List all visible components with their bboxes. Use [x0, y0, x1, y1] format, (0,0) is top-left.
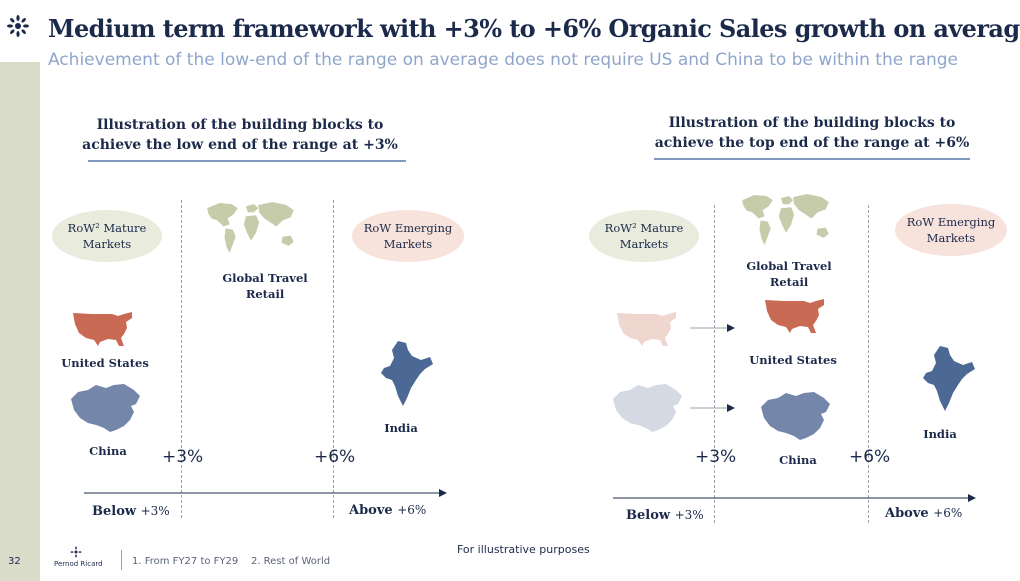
india-map-icon [920, 345, 976, 413]
arrow-right-icon [690, 404, 735, 412]
right-divider-3pct [714, 205, 715, 523]
footnotes: 1. From FY27 to FY29 2. Rest of World [132, 556, 331, 567]
left-india-label: India [384, 421, 418, 435]
right-united-states-label: United States [749, 353, 837, 367]
right-global-travel-retail-label: Global Travel Retail [746, 259, 832, 289]
left-marker-3pct: +3% [162, 447, 204, 467]
left-united-states-label: United States [61, 356, 149, 370]
right-india-label: India [923, 427, 957, 441]
right-panel-title-line2: achieve the top end of the range at +6% [654, 135, 970, 151]
right-china-label: China [779, 453, 817, 467]
footer-logo-text: Pernod Ricard [54, 560, 103, 568]
page-title: Medium term framework with +3% to +6% Or… [48, 14, 1020, 43]
left-row-mature-markets: RoW² Mature Markets [52, 210, 162, 262]
china-map-icon [68, 382, 144, 434]
left-panel-title-line1: Illustration of the building blocks to [96, 117, 384, 133]
left-below-label: Below +3% [92, 504, 170, 519]
left-divider-6pct [333, 200, 334, 518]
right-title-underline [654, 158, 970, 160]
right-panel-title: Illustration of the building blocks to a… [640, 113, 984, 153]
left-china-label: China [89, 444, 127, 458]
left-above-label: Above +6% [349, 503, 427, 518]
right-row-mature-markets: RoW² Mature Markets [589, 210, 699, 262]
right-marker-6pct: +6% [849, 447, 891, 467]
left-growth-axis-arrow [84, 489, 447, 497]
sidebar-band [0, 0, 40, 581]
united-states-map-icon [764, 297, 826, 337]
left-marker-6pct: +6% [314, 447, 356, 467]
left-title-underline [88, 160, 406, 162]
united-states-map-icon [72, 310, 134, 350]
right-above-label: Above +6% [885, 506, 963, 521]
arrow-right-icon [690, 324, 735, 332]
sidebar-logo-area [0, 0, 40, 62]
footer-logo-icon [70, 546, 82, 558]
left-row-emerging-markets: RoW Emerging Markets [352, 210, 464, 262]
right-row-emerging-markets: RoW Emerging Markets [895, 204, 1007, 256]
india-map-icon [378, 340, 434, 408]
left-panel-title: Illustration of the building blocks to a… [70, 115, 410, 155]
page-subtitle: Achievement of the low-end of the range … [48, 50, 959, 70]
right-panel-title-line1: Illustration of the building blocks to [668, 115, 956, 131]
right-growth-axis-arrow [613, 494, 976, 502]
china-faded-map-icon [610, 382, 686, 434]
left-global-travel-retail-label: Global Travel Retail [222, 271, 308, 301]
logo-icon [7, 15, 29, 37]
disclaimer: For illustrative purposes [457, 543, 590, 556]
footer-divider [121, 550, 122, 570]
right-marker-3pct: +3% [695, 447, 737, 467]
right-divider-6pct [868, 205, 869, 523]
world-map-icon [740, 192, 832, 248]
united-states-faded-map-icon [616, 310, 678, 350]
left-divider-3pct [181, 200, 182, 518]
china-map-icon [758, 390, 834, 442]
right-below-label: Below +3% [626, 508, 704, 523]
world-map-icon [205, 200, 297, 256]
page-number: 32 [8, 556, 21, 567]
left-panel-title-line2: achieve the low end of the range at +3% [82, 137, 398, 153]
